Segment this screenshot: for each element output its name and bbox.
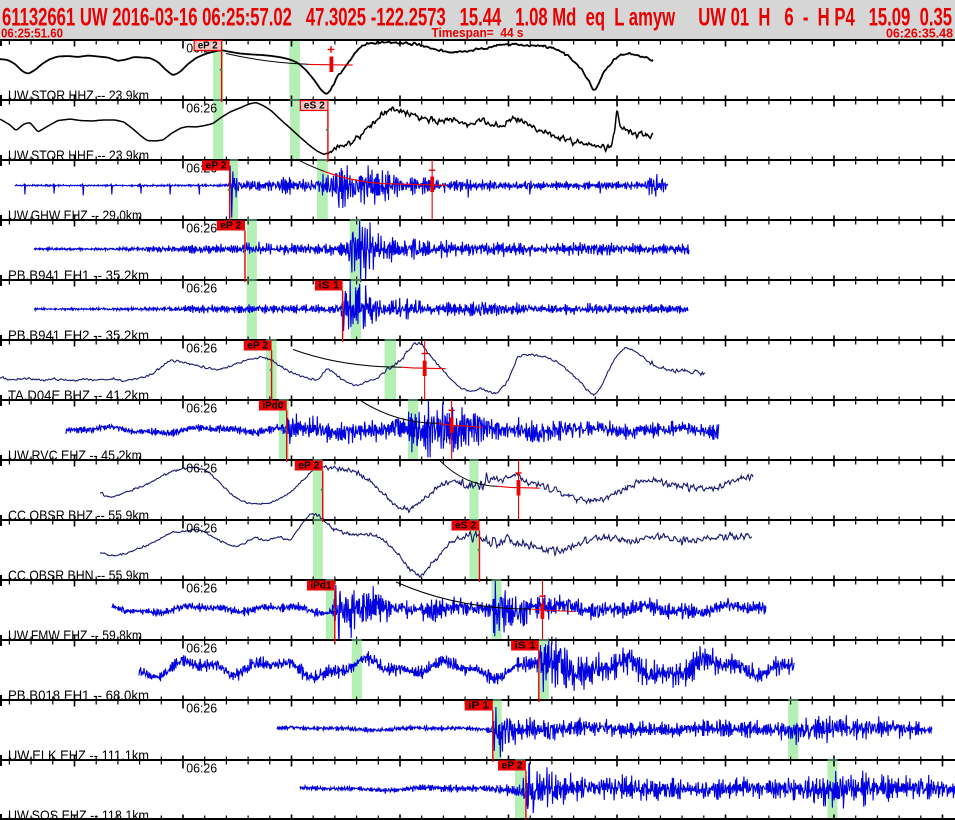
svg-text:CC.OBSR BHZ -- 55.9km: CC.OBSR BHZ -- 55.9km bbox=[8, 508, 149, 523]
svg-text:eP 2: eP 2 bbox=[502, 761, 523, 772]
svg-text:06:26: 06:26 bbox=[186, 761, 217, 776]
svg-text:eP 2: eP 2 bbox=[220, 221, 241, 232]
svg-text:eP 2: eP 2 bbox=[298, 461, 319, 472]
svg-text:UW.STOR HHZ -- 23.9km: UW.STOR HHZ -- 23.9km bbox=[8, 88, 149, 103]
svg-text:06:26: 06:26 bbox=[186, 461, 217, 476]
svg-text:06:26: 06:26 bbox=[186, 101, 217, 116]
svg-text:Timespan= 44 s: Timespan= 44 s bbox=[432, 25, 524, 40]
svg-text:iS 1: iS 1 bbox=[318, 281, 340, 292]
svg-text:06:26: 06:26 bbox=[186, 641, 217, 656]
svg-text:06:26: 06:26 bbox=[186, 281, 217, 296]
svg-text:PB.B941 EH1 -- 35.2km: PB.B941 EH1 -- 35.2km bbox=[8, 268, 149, 283]
svg-text:UW.ELK EHZ -- 111.1km: UW.ELK EHZ -- 111.1km bbox=[8, 748, 149, 763]
svg-text:61132661 UW 2016-03-16 06:25:5: 61132661 UW 2016-03-16 06:25:57.02 47.30… bbox=[2, 4, 952, 32]
svg-text:06:26: 06:26 bbox=[186, 341, 217, 356]
svg-text:iS 1: iS 1 bbox=[515, 641, 537, 652]
svg-text:eP 2: eP 2 bbox=[206, 161, 227, 172]
svg-text:eP 2: eP 2 bbox=[247, 341, 268, 352]
svg-text:UW.GHW EHZ -- 29.0km: UW.GHW EHZ -- 29.0km bbox=[8, 208, 142, 223]
svg-text:iP 1: iP 1 bbox=[468, 701, 490, 712]
svg-text:eS 2: eS 2 bbox=[304, 101, 325, 112]
svg-text:06:26: 06:26 bbox=[186, 221, 217, 236]
svg-text:TA.D04E BHZ -- 41.2km: TA.D04E BHZ -- 41.2km bbox=[8, 388, 149, 403]
svg-text:UW.FMW EHZ -- 59.8km: UW.FMW EHZ -- 59.8km bbox=[8, 628, 142, 643]
svg-text:PB.B941 EH2 -- 35.2km: PB.B941 EH2 -- 35.2km bbox=[8, 328, 149, 343]
svg-text:06:25:51.60: 06:25:51.60 bbox=[1, 26, 63, 41]
svg-text:UW.RVC EHZ -- 45.2km: UW.RVC EHZ -- 45.2km bbox=[8, 448, 142, 463]
svg-text:UW.SOS EHZ -- 118.1km: UW.SOS EHZ -- 118.1km bbox=[8, 808, 149, 820]
svg-text:CC.OBSR BHN -- 55.9km: CC.OBSR BHN -- 55.9km bbox=[8, 568, 149, 583]
svg-text:eP 2: eP 2 bbox=[198, 41, 218, 52]
svg-text:iPd0: iPd0 bbox=[262, 401, 283, 412]
svg-text:06:26: 06:26 bbox=[186, 581, 217, 596]
svg-text:06:26: 06:26 bbox=[186, 401, 217, 416]
svg-text:06:26: 06:26 bbox=[186, 521, 217, 536]
svg-text:06:26:35.48: 06:26:35.48 bbox=[886, 26, 953, 41]
svg-text:eS 2: eS 2 bbox=[455, 521, 476, 532]
svg-text:UW.STOR HHE -- 23.9km: UW.STOR HHE -- 23.9km bbox=[8, 148, 149, 163]
svg-text:06:26: 06:26 bbox=[186, 701, 217, 716]
svg-text:iPd1: iPd1 bbox=[310, 581, 331, 592]
svg-text:PB.B018 EH1 -- 68.0km: PB.B018 EH1 -- 68.0km bbox=[8, 688, 149, 703]
